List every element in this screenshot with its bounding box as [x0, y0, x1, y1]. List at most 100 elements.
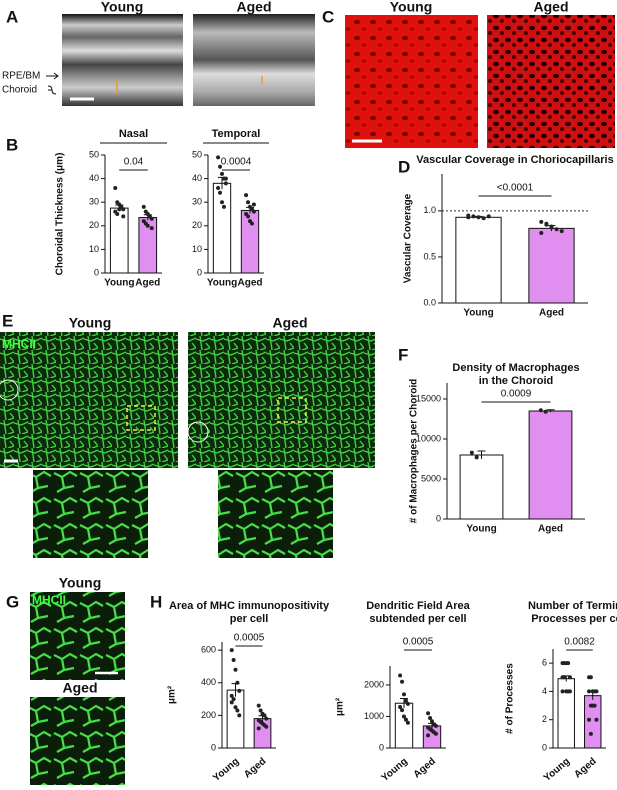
- data-point: [559, 229, 564, 234]
- y-tick-label: 400: [201, 677, 216, 687]
- chart-title: per cell: [230, 613, 269, 625]
- y-tick-label: 600: [201, 645, 216, 655]
- data-point: [233, 667, 238, 672]
- optic-nerve: [0, 379, 19, 401]
- data-point: [476, 215, 481, 220]
- y-tick-label: 20: [192, 220, 202, 230]
- error-bar: [400, 697, 408, 708]
- y-tick-label: 50: [192, 149, 202, 159]
- x-tick-label: Young: [380, 756, 410, 784]
- chart-title: Temporal: [212, 128, 261, 140]
- data-point: [587, 689, 592, 694]
- data-point: [249, 221, 254, 226]
- panel-letter: F: [398, 345, 408, 364]
- inset-young: [33, 470, 148, 558]
- y-axis-label: μm²: [335, 697, 346, 716]
- bar: [557, 678, 575, 749]
- data-point: [145, 223, 150, 228]
- y-tick-label: 2000: [364, 679, 384, 689]
- data-point: [223, 181, 228, 186]
- x-tick-label: Young: [463, 308, 493, 319]
- bar: [109, 207, 129, 274]
- data-point: [481, 216, 486, 221]
- y-tick-label: 2: [542, 714, 547, 724]
- x-tick-label: Young: [542, 756, 572, 784]
- bar: [528, 227, 575, 304]
- y-tick-label: 10: [192, 244, 202, 254]
- data-point: [235, 680, 240, 685]
- panel-letter: E: [2, 311, 13, 330]
- cell-aged: [30, 697, 125, 785]
- panel-letter: B: [6, 135, 18, 154]
- x-tick-label: Aged: [135, 278, 160, 289]
- chart-title: Number of Terminal: [528, 600, 617, 612]
- data-point: [246, 200, 251, 205]
- data-point: [233, 705, 238, 710]
- y-axis-label: Vascular Coverage: [403, 193, 414, 283]
- data-point: [264, 716, 269, 721]
- data-point: [119, 204, 124, 209]
- data-point: [554, 227, 559, 232]
- data-point: [113, 186, 118, 191]
- y-tick-label: 1.0: [423, 205, 436, 215]
- data-point: [251, 202, 256, 207]
- data-point: [264, 724, 269, 729]
- oct-young: [62, 14, 183, 106]
- data-point: [246, 214, 251, 219]
- cc-young: [345, 15, 478, 148]
- x-tick-label: Aged: [538, 524, 563, 535]
- y-tick-label: 30: [89, 197, 99, 207]
- y-tick-label: 10: [89, 244, 99, 254]
- data-point: [237, 688, 242, 693]
- data-point: [549, 225, 554, 230]
- group-label: Aged: [273, 315, 308, 331]
- group-label: Young: [69, 315, 112, 331]
- chart-title: Dendritic Field Area: [366, 600, 470, 612]
- y-tick-label: 10000: [416, 433, 441, 443]
- y-axis-label: Choroidal Thickness (μm): [55, 153, 66, 276]
- data-point: [231, 697, 236, 702]
- y-tick-label: 0.5: [423, 251, 436, 261]
- y-tick-label: 5000: [421, 473, 441, 483]
- data-point: [588, 731, 593, 736]
- inset-aged: [218, 470, 333, 558]
- x-tick-label: Young: [466, 524, 496, 535]
- data-point: [474, 455, 479, 460]
- data-point: [398, 673, 403, 678]
- data-point: [141, 204, 146, 209]
- pointer: [46, 72, 59, 95]
- inset-box: [277, 397, 307, 423]
- chart-title: Density of Macrophages: [452, 362, 579, 374]
- y-tick-label: 40: [89, 173, 99, 183]
- y-axis-label: # of Processes: [505, 663, 516, 734]
- group-label: Aged: [534, 0, 569, 15]
- flatmount-young: [0, 332, 178, 468]
- y-tick-label: 40: [192, 173, 202, 183]
- group-label: Young: [59, 575, 102, 591]
- panel-letter: C: [322, 7, 334, 26]
- data-point: [539, 230, 544, 235]
- data-point: [244, 193, 249, 198]
- data-point: [403, 698, 408, 703]
- data-point: [405, 720, 410, 725]
- panel-letter: G: [6, 592, 19, 611]
- panel-letter: A: [6, 7, 18, 26]
- panel-letter: H: [150, 592, 162, 611]
- data-point: [402, 692, 406, 697]
- group-label: Aged: [63, 680, 98, 696]
- p-value: 0.0004: [221, 157, 252, 168]
- data-point: [403, 717, 408, 722]
- bar: [455, 216, 502, 304]
- x-tick-label: Aged: [242, 756, 268, 780]
- data-point: [466, 215, 471, 220]
- x-tick-label: Young: [104, 278, 134, 289]
- data-point: [221, 204, 226, 209]
- y-tick-label: 0: [94, 267, 99, 277]
- inset-box: [126, 405, 156, 431]
- stain-label: MHCII: [2, 337, 36, 351]
- bar: [584, 695, 602, 749]
- x-tick-label: Young: [211, 756, 241, 784]
- data-point: [398, 705, 403, 709]
- data-point: [567, 689, 572, 694]
- y-tick-label: 1000: [364, 711, 384, 721]
